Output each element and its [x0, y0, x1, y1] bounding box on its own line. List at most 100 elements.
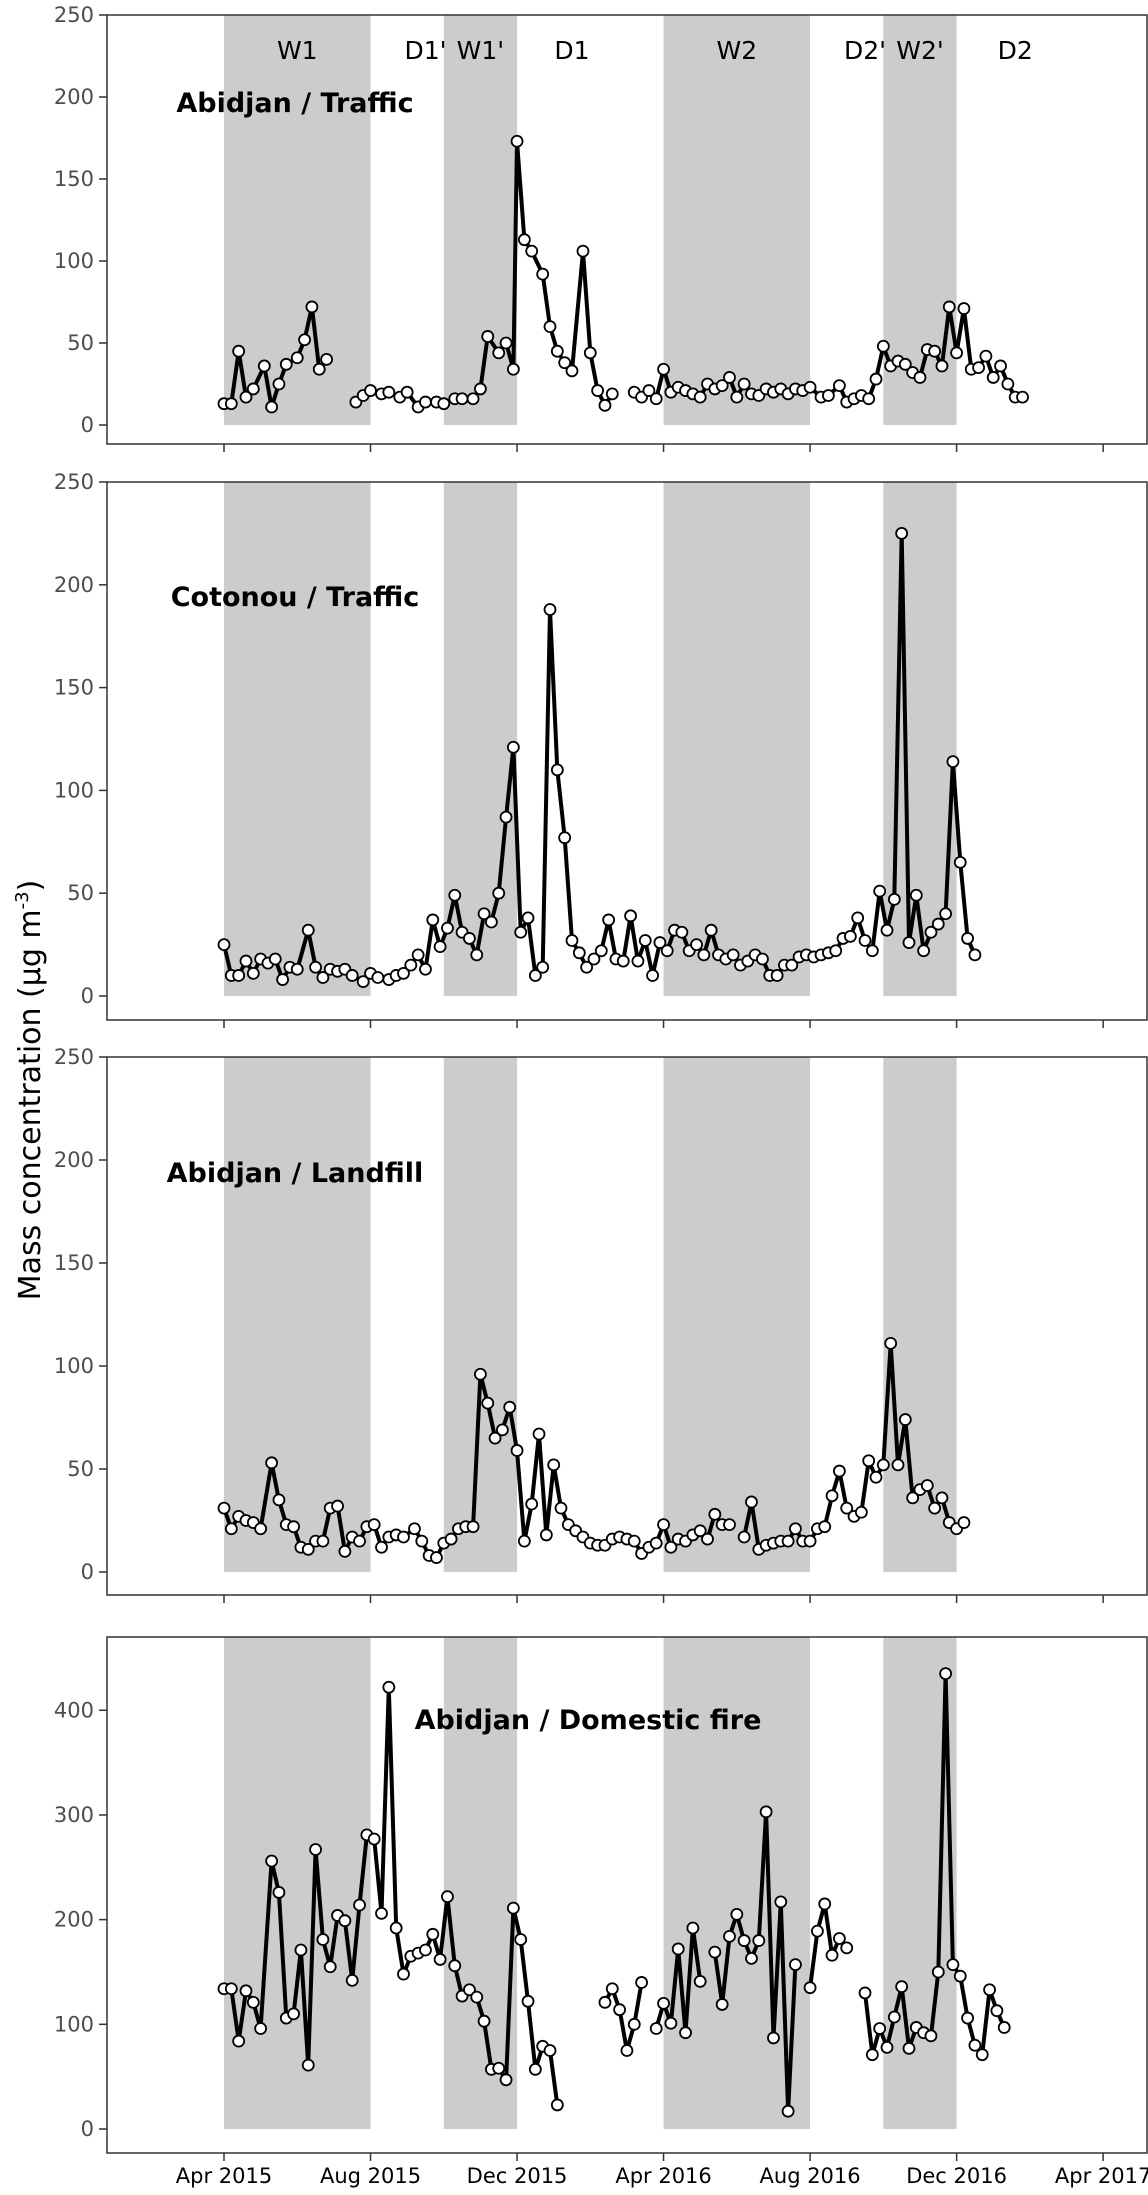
data-point — [627, 2017, 641, 2031]
y-tick-label: 200 — [54, 85, 94, 109]
data-point — [224, 397, 238, 411]
data-point — [895, 1980, 909, 1994]
y-tick-label: 250 — [54, 1045, 94, 1069]
data-point — [832, 1464, 846, 1478]
data-point — [419, 395, 432, 409]
data-point — [484, 915, 498, 929]
data-point — [430, 1551, 443, 1564]
data-point — [961, 2011, 974, 2025]
data-point — [843, 929, 857, 943]
data-point — [316, 1933, 330, 1946]
data-point — [840, 1501, 854, 1515]
data-point — [239, 390, 253, 404]
data-point — [532, 1427, 546, 1441]
panel-frame — [106, 14, 1148, 445]
data-point — [635, 1976, 648, 1989]
data-point — [426, 913, 440, 927]
data-point — [543, 603, 557, 616]
data-point — [217, 938, 231, 951]
data-point — [287, 1520, 300, 1534]
data-point — [928, 344, 942, 358]
data-point — [539, 1528, 553, 1542]
data-point — [441, 1890, 454, 1904]
panel-3: 0 50 100 150 200 250 Abidjan / Landfill — [54, 1045, 1148, 1603]
data-point — [873, 2022, 887, 2035]
data-point — [550, 2098, 564, 2112]
data-point — [909, 888, 923, 902]
y-tick-label: 150 — [54, 1251, 94, 1275]
data-point — [477, 907, 491, 921]
data-point — [224, 1982, 238, 1996]
y-tick-label: 250 — [54, 470, 94, 494]
data-point — [279, 357, 293, 371]
data-point — [979, 349, 993, 363]
data-point — [697, 948, 711, 962]
data-point — [701, 1532, 714, 1546]
data-point — [723, 1518, 736, 1532]
data-point — [994, 359, 1007, 373]
data-point — [224, 1522, 238, 1536]
data-point — [426, 1927, 440, 1941]
data-point — [939, 1667, 953, 1681]
panel-title: Cotonou / Traffic — [171, 582, 420, 613]
data-point — [246, 382, 260, 396]
data-point — [558, 356, 572, 370]
data-point — [898, 1413, 912, 1426]
shaded-period-W1p — [443, 1057, 518, 1572]
data-point — [781, 1534, 795, 1548]
data-point — [891, 1458, 905, 1472]
shaded-period-W1p — [443, 1637, 518, 2129]
data-point — [898, 357, 912, 371]
panel-frame — [106, 1636, 1148, 2154]
data-point — [294, 1943, 308, 1957]
data-point — [514, 1933, 528, 1946]
x-tick-label: Apr 2017 — [1055, 2164, 1148, 2188]
panel-4: 0 100 200 300 400 Abidjan / Domestic fire — [54, 1636, 1148, 2161]
data-point — [869, 1470, 883, 1484]
data-point — [686, 1921, 700, 1935]
data-point — [876, 339, 890, 353]
data-point — [257, 359, 271, 373]
data-point — [572, 946, 586, 960]
data-point — [876, 1458, 890, 1472]
data-point — [708, 1945, 722, 1959]
data-point — [664, 1540, 678, 1554]
data-point — [375, 1906, 388, 1920]
data-point — [693, 1975, 707, 1988]
data-point — [939, 907, 953, 921]
data-point — [521, 911, 535, 925]
y-tick-label: 0 — [81, 2117, 94, 2141]
y-axis-title: Mass concentration (µg m-3) — [12, 880, 48, 1301]
data-point — [723, 371, 736, 384]
data-point — [690, 938, 703, 951]
panel-2: 0 50 100 150 200 250 Cotonou / Traffic — [54, 470, 1148, 1028]
data-point — [649, 392, 663, 406]
data-point — [708, 1507, 722, 1521]
data-point — [920, 1479, 934, 1492]
data-point — [305, 300, 319, 314]
data-point — [463, 932, 476, 945]
data-point — [745, 1495, 758, 1509]
y-tick-label: 100 — [54, 778, 94, 802]
data-point — [880, 923, 894, 937]
data-point — [433, 940, 447, 954]
data-point — [785, 958, 799, 972]
data-point — [906, 1491, 920, 1505]
data-point — [594, 944, 608, 958]
data-point — [858, 934, 872, 947]
data-point — [536, 267, 550, 281]
data-point — [715, 379, 729, 393]
data-point — [990, 2004, 1004, 2018]
data-point — [605, 387, 619, 401]
data-point — [649, 1536, 663, 1550]
data-point — [433, 1953, 447, 1966]
data-point — [862, 392, 876, 406]
data-point — [254, 2022, 268, 2035]
data-point — [419, 1943, 432, 1957]
data-point — [272, 377, 286, 391]
data-point — [543, 2044, 557, 2057]
panel-title: Abidjan / Domestic fire — [415, 1705, 762, 1736]
data-point — [353, 1898, 366, 1912]
